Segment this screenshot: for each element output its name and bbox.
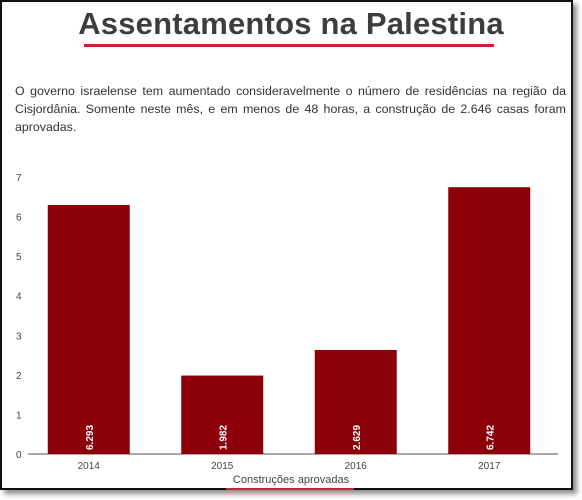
bar-value-label: 6.293 (85, 425, 96, 450)
y-tick-label: 1 (16, 410, 22, 421)
bar-2017[interactable] (448, 187, 531, 455)
y-tick-label: 0 (16, 450, 22, 461)
x-tick-label: 2016 (345, 461, 368, 472)
x-axis-label: Construções aprovadas (232, 474, 350, 486)
x-tick-label: 2017 (478, 461, 501, 472)
y-tick-label: 6 (16, 213, 22, 224)
chart-description: O governo israelense tem aumentado consi… (15, 84, 566, 134)
y-tick-label: 3 (16, 331, 22, 342)
x-tick-label: 2015 (211, 461, 234, 472)
x-axis-label-underline (226, 488, 354, 490)
bar-series: 6.293 1.982 2.629 6.742 (47, 187, 531, 455)
y-axis-ticks: 0 1 2 3 4 5 6 7 (16, 173, 22, 461)
y-tick-label: 4 (16, 292, 22, 303)
x-tick-label: 2014 (78, 461, 101, 472)
bar-value-label: 1.982 (218, 425, 229, 450)
bar-value-label: 2.629 (352, 425, 363, 450)
bar-2015[interactable] (181, 375, 264, 454)
y-tick-label: 5 (16, 252, 22, 263)
page-title: Assentamentos na Palestina (78, 6, 504, 41)
x-axis-ticks: 2014 2015 2016 2017 (78, 461, 501, 472)
bar-value-label: 6.742 (485, 425, 496, 450)
bar-2016[interactable] (314, 349, 397, 454)
y-tick-label: 2 (16, 371, 22, 382)
title-underline (84, 44, 494, 47)
bar-2014[interactable] (47, 204, 130, 454)
y-tick-label: 7 (16, 173, 22, 184)
